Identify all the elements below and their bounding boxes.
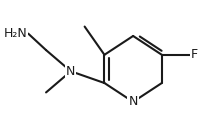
Text: N: N (129, 95, 138, 108)
Text: H₂N: H₂N (4, 27, 27, 40)
Text: N: N (66, 65, 75, 78)
Text: F: F (191, 48, 198, 61)
